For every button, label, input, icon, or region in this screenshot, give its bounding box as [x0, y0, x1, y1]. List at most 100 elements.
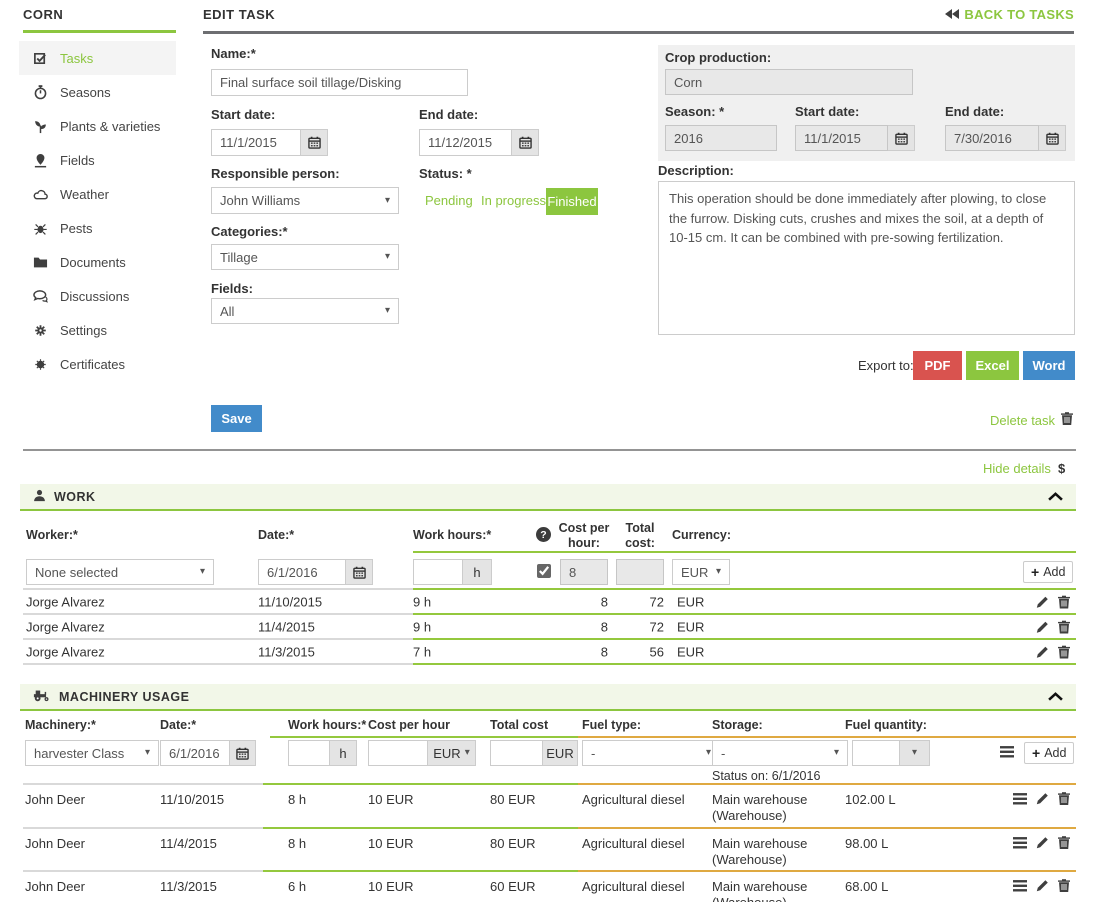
storage-cell: Main warehouse [712, 792, 808, 807]
sidebar-item-tasks[interactable]: Tasks [19, 41, 176, 75]
start-date-label: Start date: [211, 107, 276, 122]
chevron-down-icon: ▾ [911, 747, 918, 758]
edit-pencil-icon[interactable] [1036, 879, 1049, 892]
fuel-unit-select[interactable]: ▾ [900, 740, 930, 766]
work-currency-select[interactable]: EUR ▾ [672, 559, 730, 585]
work-collapse-chevron-up-icon[interactable] [1048, 492, 1063, 501]
row-divider [578, 827, 1076, 829]
description-textarea[interactable]: This operation should be done immediatel… [658, 181, 1075, 335]
hide-details-link[interactable]: Hide details $ [983, 461, 1065, 476]
save-button[interactable]: Save [211, 405, 262, 432]
sidebar-item-certificates[interactable]: Certificates [19, 347, 176, 381]
fuel-quantity-input[interactable] [852, 740, 900, 766]
work-date-group: 6/1/2016 [258, 559, 373, 585]
back-to-tasks-link[interactable]: BACK TO TASKS [945, 7, 1074, 22]
work-hours-input[interactable] [413, 559, 463, 585]
crop-end-date-label: End date: [945, 104, 1005, 119]
date-cell: 11/3/2015 [258, 644, 315, 659]
sidebar-item-plants-varieties[interactable]: Plants & varieties [19, 109, 176, 143]
status-option-finished[interactable]: Finished [546, 188, 598, 215]
machinery-select[interactable]: harvester Class ▾ [25, 740, 159, 766]
sidebar-item-pests[interactable]: Pests [19, 211, 176, 245]
status-option-in-progress[interactable]: In progress [481, 193, 547, 208]
edit-pencil-icon[interactable] [1036, 792, 1049, 805]
sidebar-item-weather[interactable]: Weather [19, 177, 176, 211]
hours-cell: 9 h [413, 619, 432, 634]
calendar-icon[interactable] [301, 129, 328, 156]
start-date-input[interactable]: 11/1/2015 [211, 129, 301, 156]
stock-list-icon[interactable] [1013, 836, 1027, 849]
machinery-add-button[interactable]: + Add [1024, 742, 1075, 764]
hours-cell: 8 h [288, 792, 307, 807]
sidebar-item-label: Plants & varieties [60, 118, 161, 134]
sidebar-item-seasons[interactable]: Seasons [19, 75, 176, 109]
row-divider [413, 588, 1076, 590]
calendar-icon[interactable] [512, 129, 539, 156]
categories-select[interactable]: Tillage ▾ [211, 244, 399, 270]
work-total-input[interactable] [616, 559, 664, 585]
cost-cell: 8 [600, 644, 608, 659]
edit-pencil-icon[interactable] [1036, 595, 1049, 608]
machinery-header-underline [578, 736, 1076, 738]
row-divider [413, 638, 1076, 640]
total-cell: 72 [649, 619, 664, 634]
end-date-input[interactable]: 11/12/2015 [419, 129, 512, 156]
chevron-down-icon: ▾ [384, 251, 390, 262]
fields-select[interactable]: All ▾ [211, 298, 399, 324]
stock-list-icon[interactable] [1013, 792, 1027, 805]
row-divider [263, 870, 578, 872]
machinery-cost-input[interactable] [368, 740, 428, 766]
machinery-total-input[interactable] [490, 740, 543, 766]
worker-select[interactable]: None selected ▾ [26, 559, 214, 585]
stock-list-icon[interactable] [1000, 746, 1014, 758]
trash-icon[interactable] [1058, 620, 1070, 633]
fields-value: All [220, 303, 235, 319]
crop-end-date-input: 7/30/2016 [945, 125, 1039, 151]
worker-cell: Jorge Alvarez [26, 619, 105, 634]
export-pdf-button[interactable]: PDF [913, 351, 962, 380]
machinery-date-input[interactable]: 6/1/2016 [160, 740, 230, 766]
responsible-person-select[interactable]: John Williams ▾ [211, 187, 399, 214]
status-option-pending[interactable]: Pending [425, 193, 473, 208]
fuel-type-select[interactable]: - ▾ [582, 740, 720, 766]
edit-pencil-icon[interactable] [1036, 836, 1049, 849]
machinery-collapse-chevron-up-icon[interactable] [1048, 692, 1063, 701]
calendar-icon[interactable] [230, 740, 256, 766]
chevron-down-icon: ▾ [464, 747, 470, 758]
export-word-button[interactable]: Word [1023, 351, 1075, 380]
fuel-cell: Agricultural diesel [582, 792, 685, 807]
storage-select[interactable]: - ▾ [712, 740, 848, 766]
plus-icon: + [1031, 564, 1040, 580]
work-date-input[interactable]: 6/1/2016 [258, 559, 346, 585]
storage-sub-cell: (Warehouse) [712, 808, 787, 823]
cost-cell: 10 EUR [368, 879, 414, 894]
fields-label: Fields: [211, 281, 253, 296]
help-icon[interactable]: ? [536, 527, 551, 542]
trash-icon[interactable] [1058, 595, 1070, 608]
edit-pencil-icon[interactable] [1036, 645, 1049, 658]
work-add-button[interactable]: + Add [1023, 561, 1074, 583]
sidebar-item-settings[interactable]: Settings [19, 313, 176, 347]
work-cost-input[interactable]: 8 [560, 559, 608, 585]
trash-icon[interactable] [1058, 792, 1070, 805]
fuel-quantity-group: ▾ [852, 740, 930, 766]
folder-icon [32, 254, 48, 270]
sidebar-item-fields[interactable]: Fields [19, 143, 176, 177]
machinery-col-quantity: Fuel quantity: [845, 718, 927, 732]
machinery-hours-input[interactable] [288, 740, 330, 766]
sidebar-item-discussions[interactable]: Discussions [19, 279, 176, 313]
sidebar-item-documents[interactable]: Documents [19, 245, 176, 279]
crop-title-underline [23, 30, 176, 33]
edit-pencil-icon[interactable] [1036, 620, 1049, 633]
trash-icon[interactable] [1058, 645, 1070, 658]
machinery-col-cost: Cost per hour [368, 718, 450, 732]
stock-list-icon[interactable] [1013, 879, 1027, 892]
export-excel-button[interactable]: Excel [966, 351, 1019, 380]
calendar-icon[interactable] [346, 559, 373, 585]
cost-currency-select[interactable]: EUR ▾ [428, 740, 476, 766]
delete-task-link[interactable]: Delete task [990, 412, 1074, 428]
name-input[interactable]: Final surface soil tillage/Disking [211, 69, 468, 96]
trash-icon[interactable] [1058, 836, 1070, 849]
auto-cost-checkbox[interactable] [537, 564, 551, 578]
trash-icon[interactable] [1058, 879, 1070, 892]
